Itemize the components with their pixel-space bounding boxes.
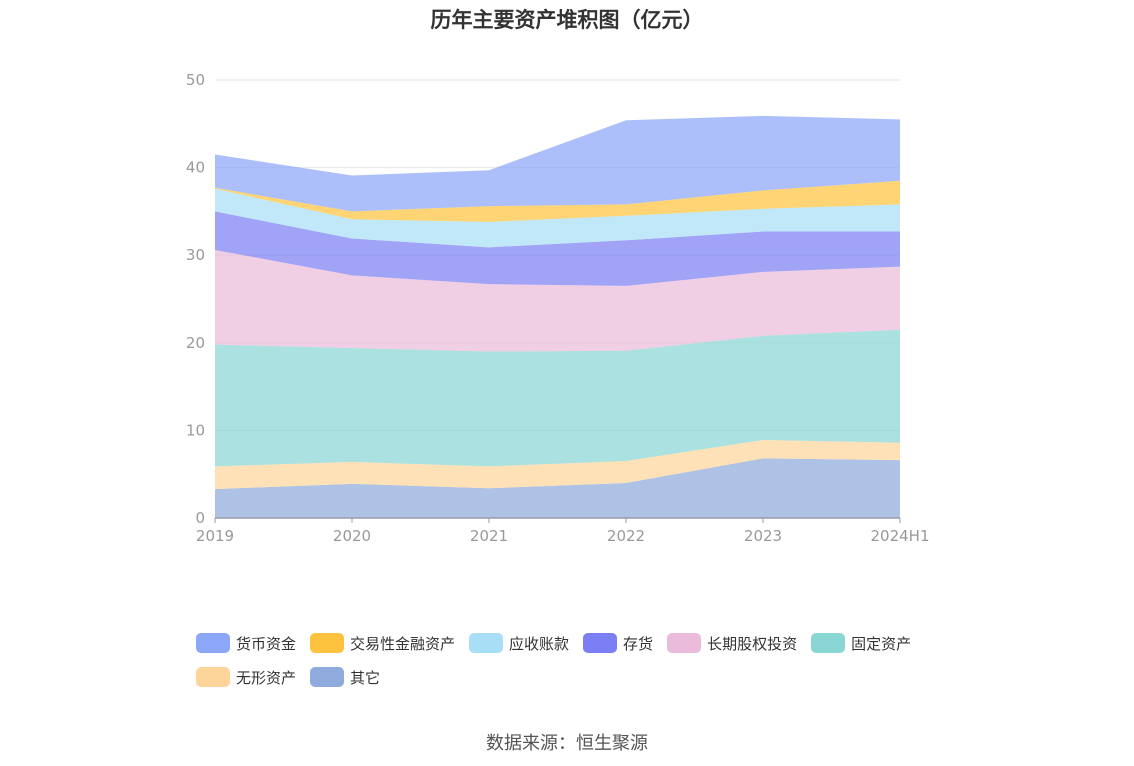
legend: 货币资金 交易性金融资产 应收账款 存货 长期股权投资 固定资产无形资产 其它	[196, 632, 956, 700]
legend-label: 长期股权投资	[707, 634, 798, 653]
x-tick-label: 2021	[470, 527, 508, 545]
legend-swatch	[811, 633, 846, 653]
legend-item[interactable]: 应收账款	[469, 632, 569, 654]
x-tick-label: 2020	[333, 527, 371, 545]
legend-label: 其它	[350, 668, 381, 687]
area-series-1[interactable]	[215, 440, 900, 490]
legend-item[interactable]: 交易性金融资产	[310, 632, 455, 654]
source-note: 数据来源：恒生聚源	[486, 733, 648, 754]
area-series-0[interactable]	[215, 458, 900, 518]
x-tick-label: 2023	[744, 527, 782, 545]
area-series-7[interactable]	[215, 115, 900, 212]
legend-swatch	[667, 633, 702, 653]
legend-swatch	[583, 633, 618, 653]
legend-swatch	[469, 633, 504, 653]
legend-swatch	[196, 633, 230, 653]
legend-item[interactable]: 无形资产	[196, 666, 296, 688]
legend-label: 固定资产	[851, 634, 912, 653]
legend-swatch	[310, 667, 345, 687]
area-series-2[interactable]	[215, 329, 900, 467]
legend-label: 存货	[623, 634, 654, 653]
legend-item[interactable]: 长期股权投资	[667, 632, 797, 654]
y-tick-label: 40	[186, 159, 205, 177]
y-tick-label: 0	[195, 509, 205, 527]
chart-plot: 0 10 20 30 40 50 2019 2020 2021 2022 2023 2024H1	[186, 71, 930, 545]
area-series-6[interactable]	[215, 180, 900, 222]
x-tick-label: 2024H1	[871, 527, 930, 545]
legend-swatch	[310, 633, 345, 653]
legend-item[interactable]: 存货	[583, 632, 653, 654]
chart-title: 历年主要资产堆积图（亿元）	[430, 8, 704, 32]
legend-item[interactable]: 固定资产	[811, 632, 911, 654]
legend-label: 货币资金	[236, 634, 297, 653]
area-series-4[interactable]	[215, 211, 900, 286]
y-tick-label: 50	[186, 71, 205, 89]
area-series-5[interactable]	[215, 188, 900, 248]
y-tick-label: 10	[186, 421, 205, 439]
legend-item[interactable]: 其它	[310, 666, 380, 688]
axes: 0 10 20 30 40 50 2019 2020 2021 2022 2023 2024H1	[186, 71, 930, 545]
y-tick-label: 30	[186, 246, 205, 264]
legend-swatch	[196, 667, 230, 687]
legend-label: 交易性金融资产	[350, 634, 456, 653]
x-tick-label: 2022	[607, 527, 645, 545]
legend-item[interactable]: 货币资金	[196, 632, 296, 654]
area-series-group	[215, 115, 900, 518]
y-tick-label: 20	[186, 334, 205, 352]
legend-label: 无形资产	[236, 668, 297, 687]
x-tick-label: 2019	[196, 527, 234, 545]
legend-label: 应收账款	[509, 634, 570, 653]
